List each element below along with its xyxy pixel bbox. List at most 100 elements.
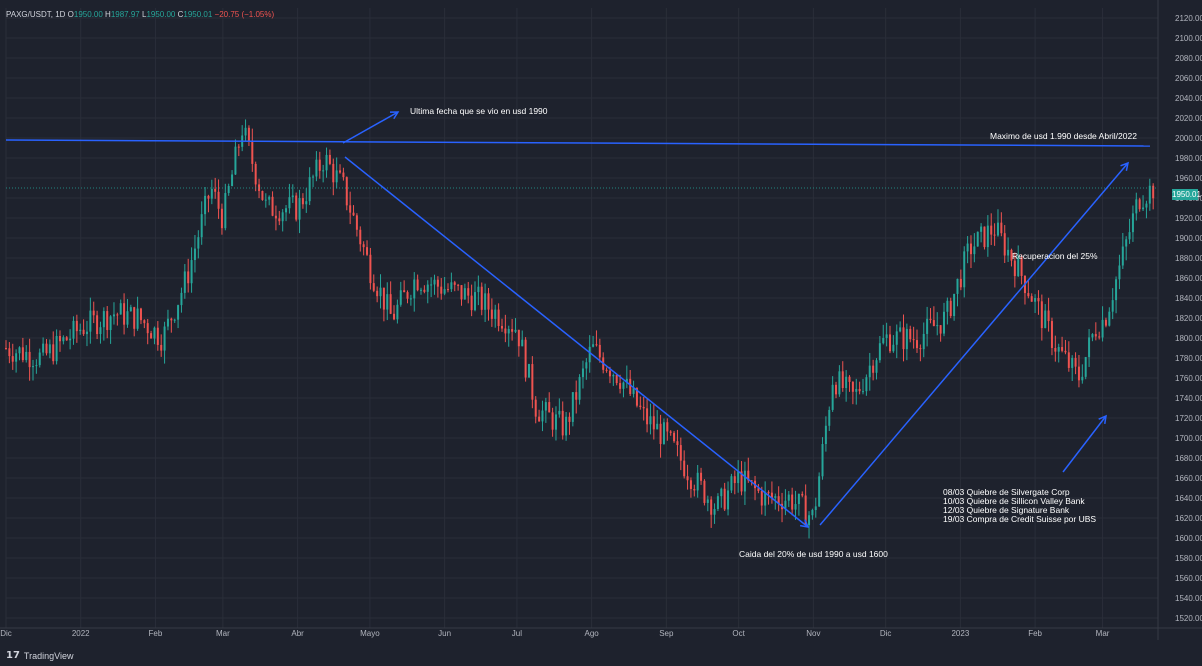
candle-body [1115,279,1118,301]
y-tick-label: 1820.00 [1175,314,1202,323]
candle-body [55,335,58,362]
candle-body [436,279,439,287]
candle-body [1128,232,1131,240]
candle-body [760,490,763,506]
candle-body [538,416,541,422]
candle-body [814,506,817,511]
candle-body [342,172,345,178]
candle-body [1044,310,1047,329]
candle-body [571,392,574,422]
candle-body [325,154,328,171]
candle-body [136,308,139,329]
candle-body [797,493,800,505]
candle-body [52,344,55,362]
candle-body [980,226,983,232]
candle-body [291,195,294,198]
candle-body [210,188,213,199]
candle-body [848,376,851,382]
candle-body [774,496,777,498]
candle-body [1057,347,1060,352]
candle-body [237,146,240,148]
candle-body [1091,334,1094,338]
candle-body [716,496,719,510]
candle-body [322,170,325,172]
candle-body [180,292,183,306]
tradingview-brand[interactable]: 17 TradingView [6,650,73,661]
candle-body [1138,199,1141,210]
candle-body [207,195,210,199]
candle-body [1067,352,1070,368]
candle-body [662,422,665,444]
candle-body [619,383,622,389]
x-tick-label: Oct [732,629,745,638]
candle-body [89,310,92,332]
y-axis: 1520.00 1540.00 1560.00 1580.00 1600.00 1620.… [1157,0,1202,640]
arrowhead [389,111,400,120]
candle-body [224,193,227,229]
candle-body [504,328,507,334]
candle-body [986,225,989,248]
candle-body [460,285,463,300]
candle-body [622,382,625,389]
candle-body [733,476,736,484]
candle-body [234,146,237,175]
candle-body [649,416,652,425]
tradingview-logo-icon: 17 [6,650,20,661]
candle-body [335,170,338,183]
candle-body [305,201,308,205]
candle-body [48,344,51,354]
chart-grid [5,8,1158,628]
brand-name: TradingView [23,650,74,661]
candle-body [629,378,632,394]
candle-body [973,246,976,255]
y-tick-label: 1780.00 [1175,354,1202,363]
candle-body [919,348,922,350]
candle-body [318,159,321,171]
y-tick-label: 1900.00 [1175,234,1202,243]
candle-body [568,416,571,422]
candle-body [1017,256,1020,277]
candle-body [730,476,733,491]
candle-body [828,409,831,426]
candle-body [470,295,473,311]
last-price-tag: 1950.01 [1172,189,1201,200]
candle-body [312,176,315,178]
candle-body [183,271,186,293]
candle-body [382,287,385,310]
x-tick-label: Abr [291,629,304,638]
candle-body [953,293,956,317]
y-tick-label: 1560.00 [1175,574,1202,583]
arrowhead [799,519,810,528]
candle-body [527,364,530,378]
y-tick-label: 1600.00 [1175,534,1202,543]
candle-body [1148,185,1151,204]
chart-legend-header: PAXG/USDT, 1D O1950.00 H1987.97 L1950.00… [6,10,274,19]
candle-body [743,470,746,492]
candle-body [8,348,11,357]
candle-body [905,328,908,350]
candle-body [21,347,24,361]
candle-body [909,328,912,340]
annotation-event-4: 19/03 Compra de Credit Suisse por UBS [943,514,1097,524]
candle-body [79,329,82,332]
candle-body [683,460,686,477]
candle-body [929,318,932,321]
candle-body [686,476,689,481]
candle-body [872,365,875,373]
candle-body [133,307,136,329]
candle-body [369,254,372,284]
candle-body [1007,249,1010,256]
candle-body [703,480,706,503]
y-tick-label: 1760.00 [1175,374,1202,383]
y-tick-label: 1700.00 [1175,434,1202,443]
candle-body [463,288,466,300]
candle-body [1050,321,1053,348]
x-tick-label: 2022 [72,629,90,638]
candle-body [173,319,176,321]
candle-body [301,198,304,205]
candle-body [281,212,284,222]
candle-body [1145,203,1148,208]
candle-body [548,402,551,413]
candle-body [524,339,527,378]
